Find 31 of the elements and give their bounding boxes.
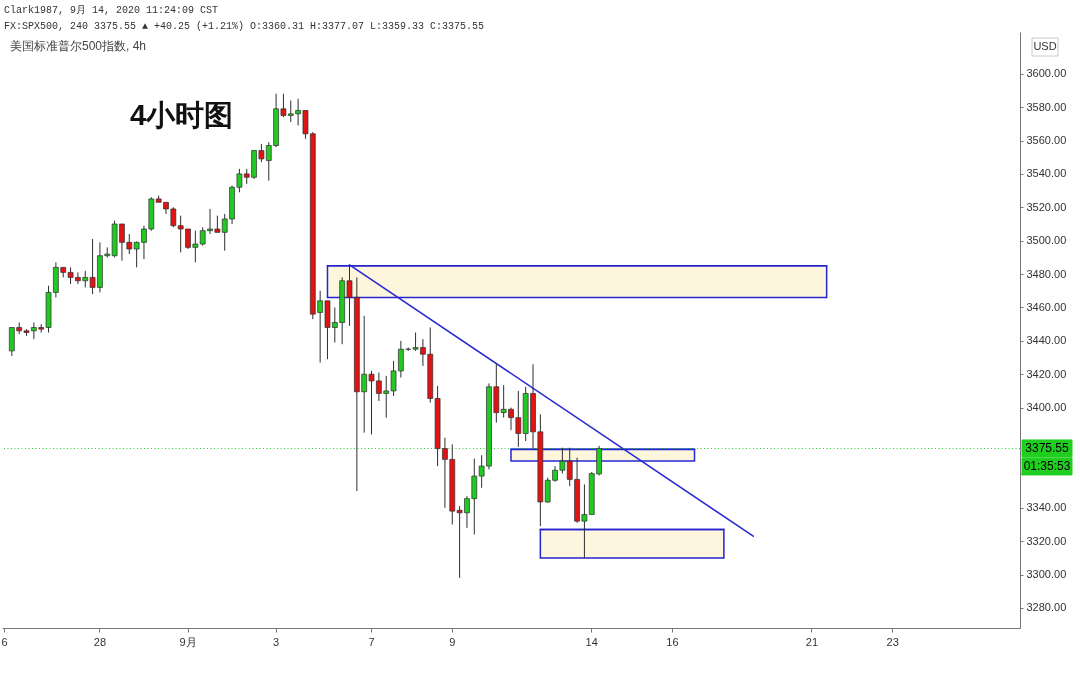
x-tick-label: 21	[805, 635, 819, 648]
x-tick-label: 7	[368, 635, 375, 648]
y-tick-label: 3540.00	[1026, 167, 1067, 180]
y-tick-label: 3460.00	[1026, 300, 1067, 313]
x-tick-label: 16	[666, 635, 679, 648]
y-tick-label: 3440.00	[1026, 334, 1067, 347]
annotation: 4小时图	[130, 99, 234, 131]
x-tick-label: 3	[273, 635, 280, 648]
text: 美国标准普尔500指数, 4h	[10, 39, 147, 53]
y-tick-label: 3600.00	[1026, 67, 1067, 80]
y-tick-label: 3300.00	[1026, 568, 1067, 581]
y-tick-label: 3420.00	[1026, 367, 1067, 380]
x-tick-label: 9	[449, 635, 456, 648]
y-tick-label: 3480.00	[1026, 267, 1067, 280]
y-tick-label: 3560.00	[1026, 134, 1067, 147]
x-tick-label: 6	[1, 635, 8, 648]
text: FX:SPX500, 240 3375.55 ▲ +40.25 (+1.21%) O:3360.31 H:3377.07 L:3359.33 C:3375.55	[4, 21, 485, 32]
x-tick-label: 9月	[179, 635, 197, 648]
x-tick-label: 14	[585, 635, 598, 648]
y-tick-label: 3280.00	[1026, 601, 1067, 614]
y-tick-label: 3500.00	[1026, 234, 1067, 247]
text: Clark1987, 9月 14, 2020 11:24:09 CST	[4, 5, 219, 16]
x-tick-label: 28	[93, 635, 107, 648]
x-tick-label: 23	[886, 635, 899, 648]
ref-line-label: 3375.55	[1025, 441, 1070, 456]
y-axis-title: USD	[1033, 40, 1057, 52]
y-tick-label: 3400.00	[1026, 401, 1067, 414]
y-tick-label: 3320.00	[1026, 534, 1067, 547]
y-tick-label: 3580.00	[1026, 100, 1067, 113]
y-tick-label: 3340.00	[1026, 501, 1067, 514]
y-tick-label: 3520.00	[1026, 200, 1067, 213]
